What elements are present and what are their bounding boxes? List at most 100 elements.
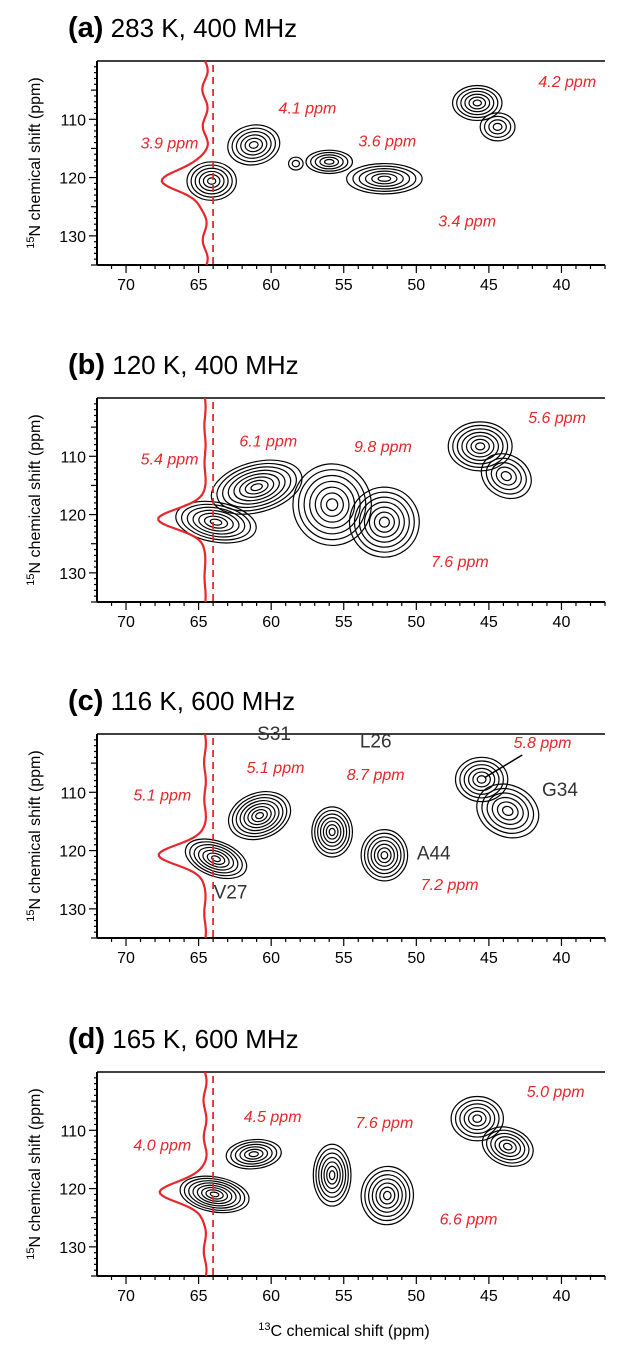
linewidth-annotation: 8.7 ppm: [347, 767, 405, 784]
x-tick-label: 70: [117, 277, 135, 294]
x-tick-label: 60: [262, 950, 280, 967]
contour-level: [456, 428, 504, 465]
contour-level: [243, 803, 276, 829]
y-tick-label: 130: [59, 566, 86, 583]
peak-contours: [305, 149, 354, 175]
contour-level: [231, 794, 288, 838]
contour-level: [319, 156, 340, 168]
x-tick-label: 45: [480, 1288, 498, 1305]
contour-level: [233, 473, 280, 502]
x-tick-label: 65: [190, 614, 208, 631]
contour-level: [495, 466, 517, 486]
contour-level: [353, 491, 415, 553]
contour-group: [175, 421, 532, 558]
peak-contours: [360, 1165, 415, 1226]
contour-level: [494, 1136, 522, 1158]
x-tick-label: 40: [553, 614, 571, 631]
contour-level: [364, 170, 404, 187]
contour-level: [476, 775, 487, 784]
contour-level: [490, 1132, 526, 1161]
x-tick-label: 45: [480, 950, 498, 967]
slice-trace: [158, 1071, 208, 1277]
contour-level: [360, 828, 409, 882]
contour-level: [287, 156, 304, 171]
contour-level: [368, 1174, 407, 1217]
contour-level: [216, 462, 297, 512]
contour-level: [475, 442, 486, 451]
contour-group: [179, 1095, 534, 1226]
peak-contours: [292, 463, 372, 547]
peak-contours: [312, 1143, 352, 1207]
contour-level: [314, 154, 344, 170]
contour-level: [198, 170, 225, 192]
linewidth-annotation: 5.8 ppm: [514, 735, 572, 752]
panel-title-conditions: 116 K, 600 MHz: [103, 686, 295, 716]
contour-level: [230, 1141, 278, 1168]
residue-label: L26: [360, 731, 392, 752]
contour-level: [244, 479, 269, 495]
peak-contours: [348, 486, 420, 558]
linewidth-annotation: 6.6 ppm: [440, 1212, 498, 1229]
contour-level: [320, 1156, 344, 1194]
contour-level: [481, 787, 535, 834]
peak-contours: [179, 1175, 250, 1214]
x-tick-label: 55: [335, 277, 353, 294]
contour-level: [465, 435, 495, 458]
x-tick-label: 70: [117, 1288, 135, 1305]
linewidth-annotation: 3.6 ppm: [358, 134, 416, 151]
peak-contours: [476, 783, 540, 839]
x-tick-label: 45: [480, 614, 498, 631]
contour-level: [247, 806, 272, 826]
contour-level: [190, 164, 233, 198]
contour-level: [211, 855, 221, 863]
contour-level: [476, 783, 540, 839]
contour-level: [348, 486, 420, 558]
peak-contours: [225, 1138, 282, 1170]
residue-label: V27: [214, 882, 248, 903]
peak-contours: [479, 112, 516, 142]
contour-level: [323, 1161, 341, 1190]
y-axis-label-text: N chemical shift (ppm): [27, 750, 44, 909]
contour-level: [463, 764, 500, 795]
linewidth-annotation: 5.1 ppm: [133, 787, 191, 804]
y-tick-label: 110: [60, 785, 86, 802]
peak-contours: [287, 156, 304, 171]
contour-level: [209, 518, 223, 526]
contour-level: [467, 1110, 487, 1127]
contour-level: [315, 1148, 349, 1203]
contour-level: [231, 127, 276, 163]
contour-level: [202, 174, 221, 189]
peak-contours: [480, 453, 532, 500]
contour-level: [352, 165, 417, 192]
contour-group: [186, 84, 516, 201]
x-tick-label: 70: [117, 950, 135, 967]
contour-level: [317, 813, 348, 851]
panel-d: (d) 165 K, 600 MHz 110 120 130 70 65 60 55 50 45 4…: [25, 1023, 606, 1305]
contour-level: [492, 122, 503, 131]
contour-level: [227, 124, 281, 166]
contour-level: [188, 1180, 241, 1209]
contour-level: [235, 797, 284, 835]
contour-level: [183, 1177, 246, 1211]
peak-contours: [452, 84, 503, 122]
contour-level: [447, 421, 513, 472]
peak-contours: [311, 806, 354, 858]
x-tick-label: 40: [553, 277, 571, 294]
peak-contours: [186, 161, 237, 201]
peak-contours: [481, 1126, 534, 1167]
contour-level: [491, 796, 524, 825]
y-tick-label: 130: [59, 1240, 86, 1257]
y-axis-label-text: N chemical shift (ppm): [27, 77, 44, 236]
panel-letter: (d): [68, 1023, 105, 1055]
contour-level: [358, 168, 411, 190]
contour-level: [325, 498, 339, 512]
contour-level: [193, 844, 239, 874]
contour-level: [186, 161, 237, 201]
linewidth-annotation: 3.9 ppm: [141, 135, 199, 152]
contour-level: [496, 801, 519, 821]
contour-level: [373, 843, 395, 867]
contour-level: [368, 506, 400, 538]
contour-level: [452, 424, 509, 468]
contour-level: [382, 1190, 392, 1201]
x-tick-label: 55: [335, 614, 353, 631]
